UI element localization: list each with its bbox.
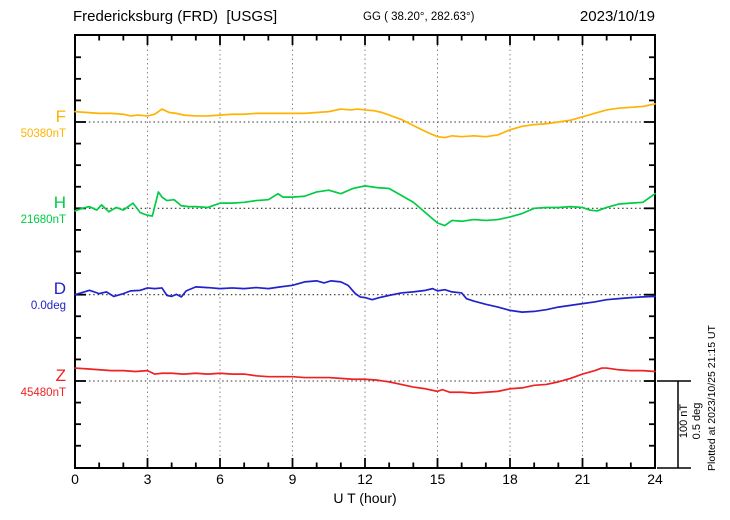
channel-baseline-H: 21680nT [20,214,66,226]
channel-name-F: F [55,107,66,126]
channel-name-Z: Z [55,366,66,385]
channel-baseline-F: 50380nT [20,128,66,140]
scale-bar-label: 100 nT 0.5 deg [678,391,704,451]
channel-label-Z: Z 45480nT [0,366,66,400]
station-title: Fredericksburg (FRD) [USGS] [73,8,278,25]
x-tick-label-21: 21 [574,471,591,487]
x-tick-label-15: 15 [429,471,446,487]
channel-label-F: F 50380nT [0,107,66,141]
x-tick-label-12: 12 [357,471,373,487]
channel-label-H: H 21680nT [0,193,66,227]
x-axis-title: U T (hour) [333,490,397,506]
x-tick-label-3: 3 [143,471,152,487]
scale-bar-nt-label: 100 nT [678,403,690,439]
channel-curve-F [74,103,656,139]
x-tick-label-0: 0 [71,471,79,487]
scale-bar-deg-label: 0.5 deg [691,402,703,440]
channel-name-D: D [53,279,66,298]
geographic-coordinates: GG ( 38.20°, 282.63°) [363,11,475,23]
plotted-at-note: Plotted at 2023/10/25 21:15 UT [706,325,718,471]
channel-curve-Z [74,367,656,394]
channel-curve-H [74,185,656,227]
channel-name-H: H [53,193,66,212]
x-tick-label-6: 6 [216,471,224,487]
plot-date: 2023/10/19 [579,8,655,25]
channel-label-D: D 0.0deg [0,279,66,313]
plot-frame [74,34,656,469]
channel-curve-D [74,280,656,313]
channel-baseline-D: 0.0deg [30,300,66,312]
channel-baseline-Z: 45480nT [20,387,66,399]
x-tick-label-18: 18 [502,471,518,487]
x-tick-label-9: 9 [288,471,297,487]
x-tick-label-24: 24 [647,471,663,487]
